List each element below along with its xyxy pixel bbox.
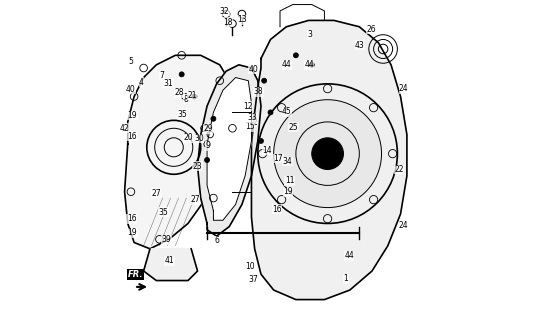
Text: 23: 23: [193, 162, 202, 171]
Circle shape: [179, 72, 184, 77]
Text: 29: 29: [203, 124, 213, 133]
Text: 24: 24: [399, 220, 408, 229]
Text: 13: 13: [237, 15, 247, 24]
Text: 40: 40: [126, 85, 135, 94]
Text: 10: 10: [245, 262, 255, 271]
Text: 19: 19: [128, 228, 137, 237]
Text: 3: 3: [307, 30, 312, 39]
Text: 16: 16: [127, 214, 136, 223]
Text: 26: 26: [367, 25, 376, 34]
Text: 16: 16: [127, 132, 136, 141]
Text: 18: 18: [223, 18, 233, 27]
Text: 38: 38: [254, 87, 263, 96]
Text: 24: 24: [399, 84, 408, 93]
Text: 30: 30: [194, 134, 204, 143]
Text: 5: 5: [128, 57, 134, 66]
Text: 31: 31: [163, 79, 173, 88]
Circle shape: [268, 110, 273, 115]
Text: 9: 9: [205, 141, 210, 150]
Text: 22: 22: [394, 165, 404, 174]
Circle shape: [309, 62, 314, 68]
Circle shape: [262, 78, 267, 83]
Text: 43: 43: [355, 41, 365, 50]
Circle shape: [211, 116, 216, 121]
Text: 32: 32: [220, 7, 229, 16]
Text: 44: 44: [305, 60, 314, 69]
Text: 44: 44: [344, 251, 354, 260]
Text: 39: 39: [162, 236, 171, 244]
Text: 11: 11: [285, 176, 294, 185]
Text: 4: 4: [139, 78, 144, 87]
Text: 7: 7: [160, 71, 164, 80]
Text: 37: 37: [248, 276, 258, 284]
Text: 16: 16: [272, 205, 282, 214]
Polygon shape: [252, 20, 407, 300]
Text: 12: 12: [243, 101, 253, 111]
Text: 15: 15: [245, 122, 255, 131]
Text: 42: 42: [119, 124, 129, 133]
Polygon shape: [207, 77, 252, 220]
Text: 28: 28: [175, 88, 184, 97]
Text: 27: 27: [190, 195, 200, 204]
Polygon shape: [124, 55, 233, 249]
Text: 14: 14: [262, 146, 272, 155]
Text: 33: 33: [248, 113, 258, 122]
Text: 19: 19: [283, 187, 293, 196]
Polygon shape: [143, 249, 197, 281]
Text: 8: 8: [183, 95, 188, 104]
Text: 41: 41: [165, 256, 174, 265]
Text: 19: 19: [128, 111, 137, 120]
Text: 34: 34: [282, 157, 292, 166]
Text: 2: 2: [253, 118, 258, 127]
Text: FR.: FR.: [128, 270, 143, 279]
Text: 40: 40: [248, 65, 258, 74]
Text: 20: 20: [184, 133, 194, 142]
Circle shape: [312, 138, 344, 170]
Text: 1: 1: [344, 275, 348, 284]
Text: 44: 44: [282, 60, 292, 69]
Text: 25: 25: [289, 123, 299, 132]
Circle shape: [192, 94, 197, 99]
Text: 17: 17: [274, 154, 283, 163]
Circle shape: [274, 100, 381, 208]
Text: 27: 27: [151, 189, 161, 198]
Text: 45: 45: [282, 107, 292, 116]
Circle shape: [204, 157, 209, 163]
Circle shape: [259, 139, 263, 143]
Polygon shape: [197, 65, 261, 236]
Text: 21: 21: [187, 91, 196, 100]
Text: 35: 35: [177, 109, 187, 118]
Circle shape: [293, 53, 299, 58]
Text: 35: 35: [159, 208, 168, 217]
Text: 6: 6: [214, 236, 219, 245]
